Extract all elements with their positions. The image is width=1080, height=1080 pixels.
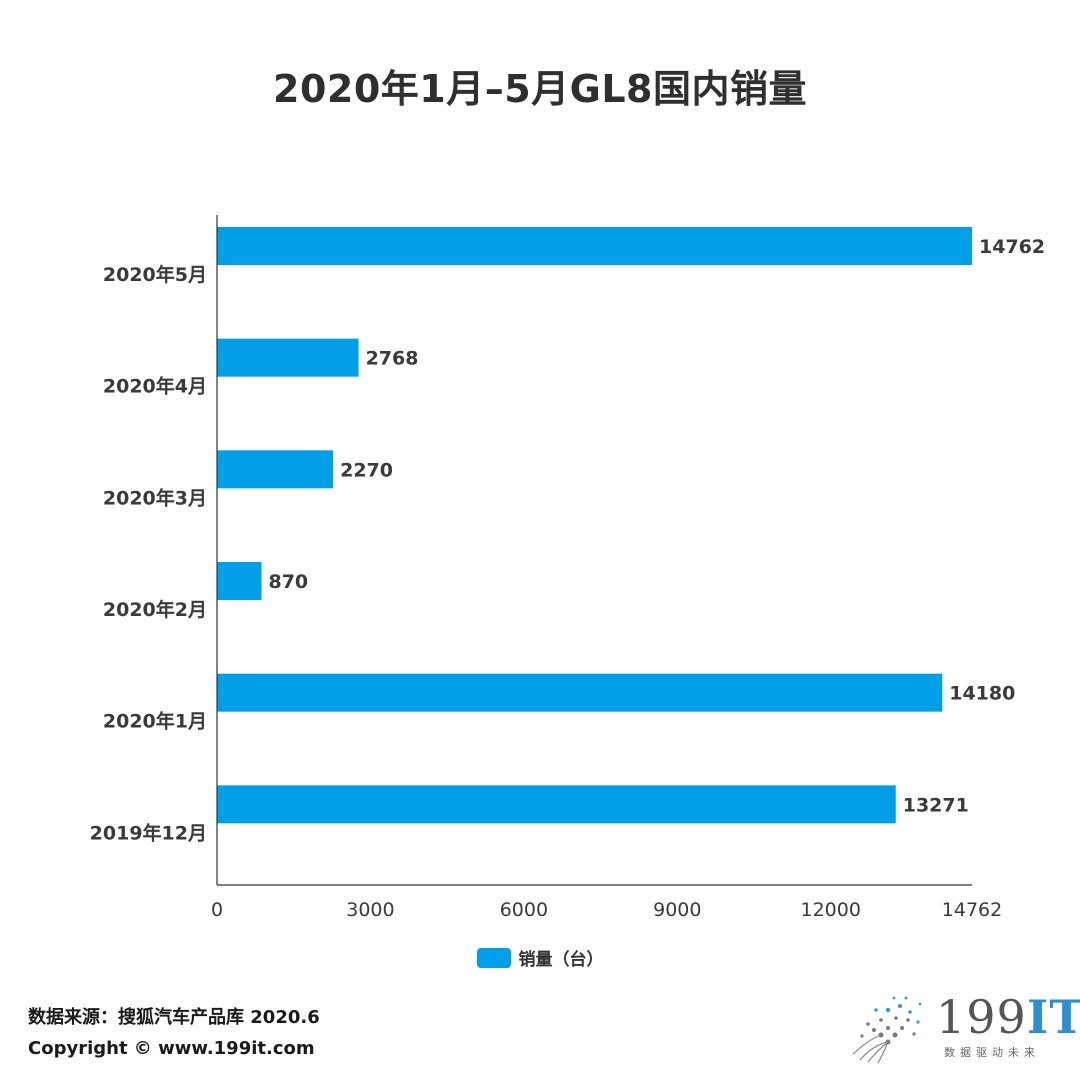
category-label: 2019年12月	[90, 821, 207, 844]
bar	[217, 562, 262, 600]
chart-title: 2020年1月–5月GL8国内销量	[273, 67, 807, 111]
legend-label: 销量（台）	[518, 950, 604, 970]
logo-dots-icon	[852, 996, 922, 1064]
data-source-text: 数据来源：搜狐汽车产品库 2020.6	[28, 1007, 320, 1028]
data-label: 2768	[366, 348, 419, 370]
legend: 销量（台）	[0, 945, 1080, 970]
x-tick-label: 0	[211, 899, 223, 921]
bar	[217, 450, 334, 489]
bar	[217, 785, 896, 824]
data-label: 2270	[340, 459, 393, 481]
category-label: 2020年1月	[103, 710, 207, 733]
category-label: 2020年3月	[103, 486, 207, 509]
bar	[217, 673, 943, 712]
bar	[217, 227, 972, 265]
logo-tagline: 数据驱动未来	[944, 1046, 1040, 1059]
copyright-text: Copyright © www.199it.com	[28, 1038, 315, 1059]
category-label: 2020年4月	[103, 375, 207, 398]
category-label: 2020年5月	[103, 263, 207, 286]
x-tick-label: 9000	[653, 899, 701, 921]
x-tick-label: 3000	[346, 899, 394, 921]
x-tick-label: 6000	[500, 899, 548, 921]
category-label: 2020年2月	[103, 598, 207, 621]
199it-logo: 199IT 数据驱动未来	[848, 990, 1080, 1065]
x-tick-label: 14762	[942, 899, 1002, 921]
data-label: 13271	[903, 794, 969, 816]
data-label: 870	[268, 571, 308, 593]
logo-wordmark: 199IT	[936, 990, 1080, 1044]
data-label: 14762	[979, 236, 1045, 258]
legend-swatch	[476, 947, 511, 968]
bar-chart: 14762 2020年5月 2768 2020年4月 2270 2020年3月 870 202…	[90, 215, 1045, 921]
bar	[217, 338, 359, 377]
x-tick-label: 12000	[801, 899, 861, 921]
data-label: 14180	[949, 683, 1015, 705]
